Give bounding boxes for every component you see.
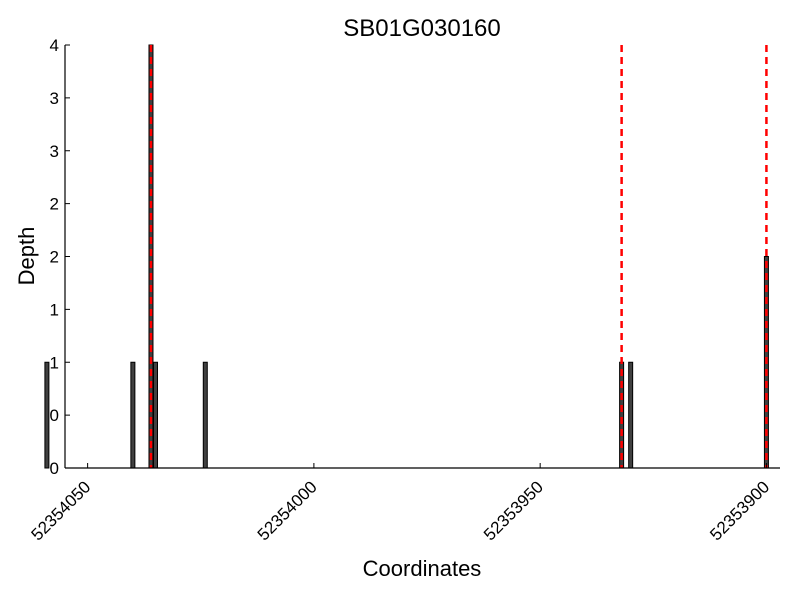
vlines-layer [149,45,768,468]
y-tick-label-6: 3 [50,142,59,161]
x-tick-label-3: 52353900 [706,477,773,544]
x-axis-label: Coordinates [363,556,482,581]
y-tick-label-7: 3 [50,89,59,108]
bars-layer [44,44,769,469]
bar-1 [130,361,136,469]
axes [64,45,780,469]
y-tick-label-2: 1 [50,353,59,372]
bar-5 [619,361,625,469]
x-tick-label-0: 52354050 [28,477,95,544]
y-tick-label-8: 4 [50,36,59,55]
bar-3 [153,361,159,469]
x-tick-label-2: 52353950 [480,477,547,544]
bar-6 [628,361,634,469]
y-axis-label: Depth [14,227,39,286]
y-tick-label-0: 0 [50,459,59,478]
y-tick-label-4: 2 [50,248,59,267]
y-tick-label-5: 2 [50,195,59,214]
bar-4 [202,361,208,469]
y-tick-label-1: 0 [50,406,59,425]
x-tick-label-1: 52354000 [254,477,321,544]
y-tick-label-3: 1 [50,300,59,319]
chart-title: SB01G030160 [343,15,500,42]
bar-0 [44,361,50,469]
